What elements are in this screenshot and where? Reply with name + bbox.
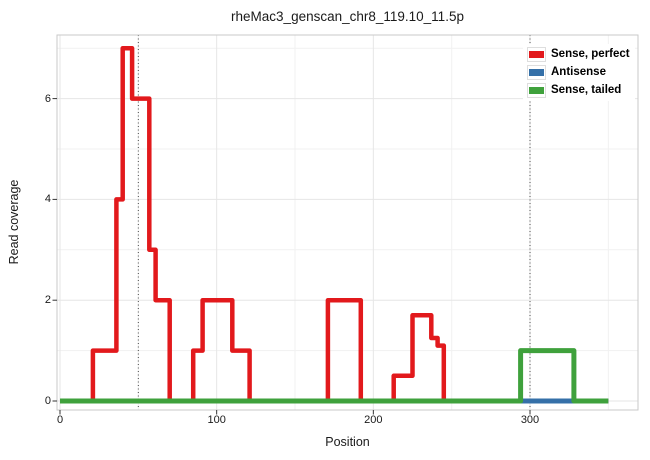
legend-item-label: Antisense <box>551 66 606 78</box>
y-axis-label: Read coverage <box>7 179 21 265</box>
x-tick-label: 100 <box>207 414 226 426</box>
legend-item-label: Sense, tailed <box>551 84 622 96</box>
legend-item: Sense, perfect <box>527 47 630 62</box>
legend-color-bar <box>529 87 544 94</box>
legend-item-label: Sense, perfect <box>551 48 630 60</box>
legend-item: Sense, tailed <box>527 83 630 98</box>
legend-color-bar <box>529 51 544 58</box>
legend-color-bar <box>529 69 544 76</box>
x-axis-label: Position <box>325 435 370 449</box>
y-tick-label: 4 <box>44 193 51 206</box>
panel-border <box>56 34 639 411</box>
x-tick-label: 300 <box>520 414 540 426</box>
legend-item: Antisense <box>527 65 630 80</box>
y-tick-label: 0 <box>44 395 51 407</box>
legend: Sense, perfect Antisense Sense, tailed <box>523 44 635 101</box>
series-sense-perfect <box>60 45 609 404</box>
y-tick-label: 6 <box>44 92 51 105</box>
legend-key-swatch-icon <box>527 47 546 62</box>
series-sense-tailed <box>60 348 609 404</box>
y-tick-label: 2 <box>44 294 51 307</box>
x-tick-label: 200 <box>364 414 383 426</box>
legend-key-swatch-icon <box>527 83 546 98</box>
x-tick-label: 0 <box>56 414 64 426</box>
legend-key-swatch-icon <box>527 65 546 80</box>
chart-title: rheMac3_genscan_chr8_119.10_11.5p <box>231 9 464 24</box>
